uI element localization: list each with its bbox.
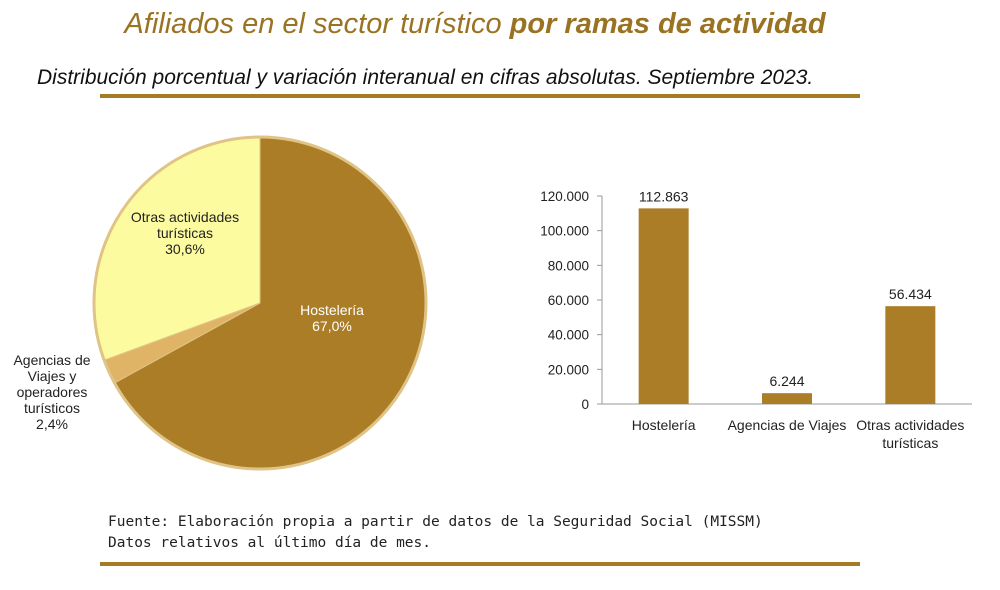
- bottom-divider: [100, 562, 860, 566]
- y-tick-label: 60.000: [548, 293, 589, 308]
- pie-outline: [92, 135, 428, 471]
- y-tick-label: 120.000: [540, 189, 589, 204]
- pie-label-line: turísticas: [157, 225, 213, 241]
- x-tick-label-line: turísticas: [882, 435, 938, 451]
- pie-label-line: Hostelería: [300, 302, 364, 318]
- x-tick-label-line: Hostelería: [632, 417, 696, 433]
- source-note: Fuente: Elaboración propia a partir de d…: [108, 512, 763, 554]
- bar-value-label: 56.434: [889, 286, 932, 302]
- pie-value-label: 67,0%: [312, 318, 352, 334]
- chart-subtitle: Distribución porcentual y variación inte…: [37, 66, 814, 89]
- pie-value-label: 30,6%: [165, 241, 205, 257]
- y-tick-label: 20.000: [548, 362, 589, 377]
- title-bold: por ramas de actividad: [509, 8, 826, 40]
- x-tick-label: Hostelería: [632, 417, 696, 433]
- y-tick-label: 0: [581, 397, 589, 412]
- pie-label-line: turísticos: [24, 400, 80, 416]
- title-regular: Afiliados en el sector turístico: [124, 8, 510, 40]
- pie-chart: Hostelería 67,0% Agencias de Viajes y operad…: [13, 135, 428, 471]
- pie-label-line: operadores: [17, 384, 88, 400]
- y-tick-label: 100.000: [540, 224, 589, 239]
- x-tick-label-line: Agencias de Viajes: [728, 417, 847, 433]
- pie-label-otras-actividades: Otras actividades turísticas 30,6%: [131, 209, 239, 257]
- pie-label-line: Agencias de: [13, 352, 90, 368]
- pie-label-line: Viajes y: [28, 368, 77, 384]
- y-tick-label: 40.000: [548, 328, 589, 343]
- bar-hosteleria: [638, 208, 689, 404]
- bar-chart: 0 20.000 40.000 60.000 80.000 100.000 120.000 1…: [540, 188, 972, 451]
- top-divider: [100, 94, 860, 98]
- pie-label-line: Otras actividades: [131, 209, 239, 225]
- x-tick-label-line: Otras actividades: [856, 417, 964, 433]
- y-tick-label: 80.000: [548, 258, 589, 273]
- x-tick-label: Otras actividades turísticas: [856, 417, 964, 451]
- bar-agencias-de-viajes: [762, 393, 812, 404]
- pie-value-label: 2,4%: [36, 416, 68, 432]
- pie-label-hosteleria: Hostelería 67,0%: [300, 302, 364, 334]
- chart-title: Afiliados en el sector turístico por ram…: [0, 8, 950, 41]
- bar-otras-actividades-turisticas: [885, 306, 936, 404]
- source-line: Fuente: Elaboración propia a partir de d…: [108, 514, 763, 530]
- note-line: Datos relativos al último día de mes.: [108, 535, 432, 551]
- bar-value-label: 112.863: [639, 188, 689, 204]
- x-tick-label: Agencias de Viajes: [728, 417, 847, 433]
- bar-value-label: 6.244: [769, 373, 804, 389]
- pie-label-agencias-de: Agencias de Viajes y operadores turísticos 2…: [13, 352, 90, 432]
